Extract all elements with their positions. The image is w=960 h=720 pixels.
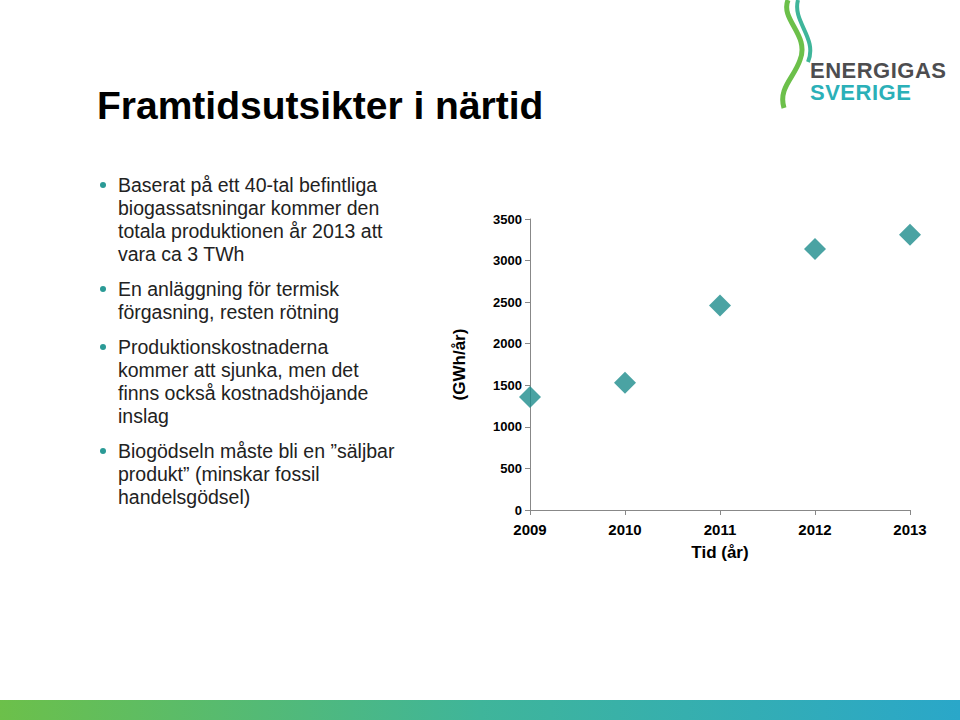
svg-text:0: 0: [515, 503, 522, 518]
svg-text:2010: 2010: [608, 521, 641, 538]
svg-text:2012: 2012: [798, 521, 831, 538]
svg-text:(GWh/år): (GWh/år): [450, 329, 469, 401]
svg-text:2013: 2013: [893, 521, 926, 538]
svg-text:2009: 2009: [513, 521, 546, 538]
svg-text:3000: 3000: [493, 253, 522, 268]
html-text:SVERIGE: SVERIGE: [810, 80, 912, 105]
html-text:Produktionskostnaderna kommer: Produktionskostnaderna kommer att sjunka…: [118, 336, 369, 427]
svg-text:2500: 2500: [493, 295, 522, 310]
svg-text:2000: 2000: [493, 336, 522, 351]
html-text:Biogödseln måste bli en ”säljb: Biogödseln måste bli en ”säljbar produkt…: [118, 440, 395, 508]
svg-text:2011: 2011: [704, 521, 737, 538]
html-text:Baserat på ett 40-tal befintli: Baserat på ett 40-tal befintliga biogass…: [118, 174, 383, 265]
svg-text:500: 500: [500, 461, 522, 476]
html-text:Framtidsutsikter i närtid: Framtidsutsikter i närtid: [97, 84, 544, 127]
svg-text:1000: 1000: [493, 419, 522, 434]
html-text:En anläggning för termisk förg: En anläggning för termisk förgasning, re…: [118, 278, 340, 323]
svg-text:1500: 1500: [493, 378, 522, 393]
svg-text:Tid (år): Tid (år): [691, 543, 748, 562]
html-text:ENERGIGAS: ENERGIGAS: [810, 58, 947, 83]
svg-text:3500: 3500: [493, 212, 522, 227]
